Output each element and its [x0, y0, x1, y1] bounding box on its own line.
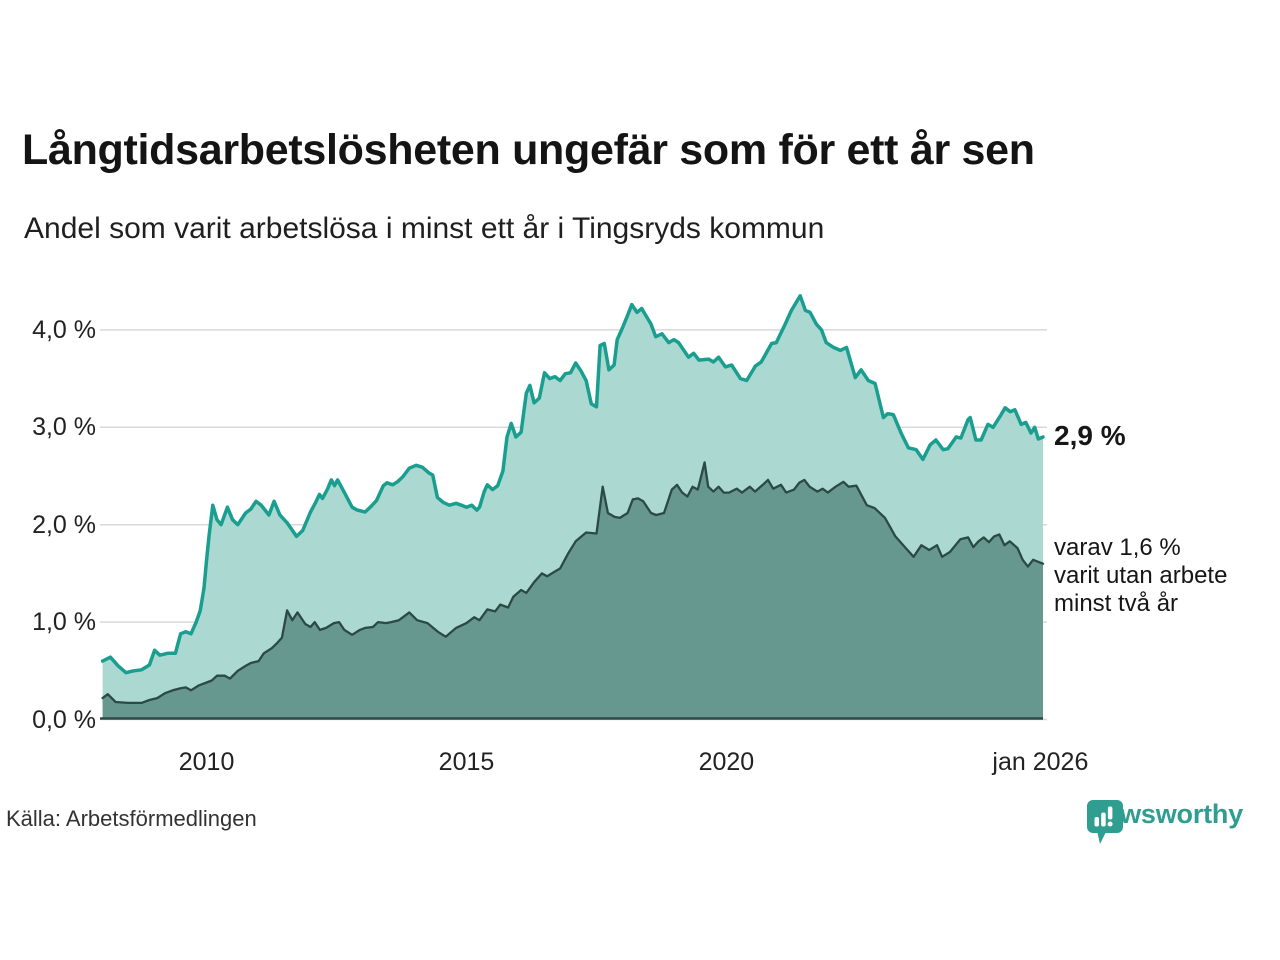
newsworthy-bar-chart-icon [1087, 800, 1123, 844]
source-label: Källa: Arbetsförmedlingen [6, 806, 257, 831]
y-tick-label: 3,0 % [32, 413, 96, 442]
y-tick-label: 0,0 % [32, 705, 96, 734]
annotation-latest-total: 2,9 % [1054, 420, 1126, 452]
line-unemployed-min-1yr [100, 294, 1045, 675]
x-tick-label: 2015 [438, 748, 495, 776]
newsworthy-logo[interactable]: Newsworthy [1086, 799, 1243, 844]
annotation-latest-two-year: varav 1,6 % varit utan arbete minst två … [1054, 533, 1228, 617]
x-tick-label: 2020 [698, 748, 755, 776]
x-tick-label: jan 2026 [992, 748, 1089, 776]
y-tick-label: 1,0 % [32, 608, 96, 637]
page-subtitle: Andel som varit arbetslösa i minst ett å… [24, 212, 825, 245]
x-tick-label: 2010 [178, 748, 235, 776]
area-unemployed-min-2yr [102, 462, 1044, 720]
line-unemployed-min-2yr [101, 461, 1045, 705]
page-title: Långtidsarbetslösheten ungefär som för e… [22, 126, 1035, 174]
y-tick-label: 2,0 % [32, 510, 96, 539]
y-tick-label: 4,0 % [32, 315, 96, 344]
